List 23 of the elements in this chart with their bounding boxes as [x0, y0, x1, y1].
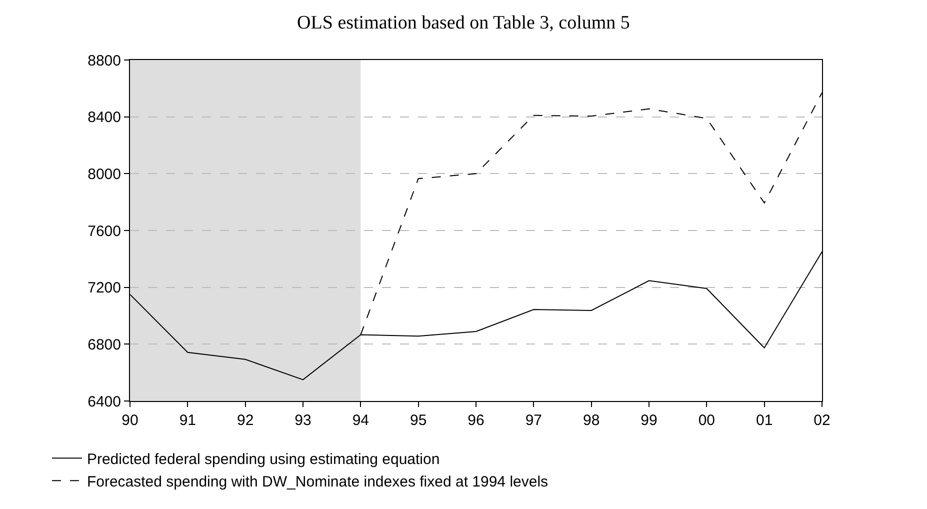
- x-tick-label: 98: [582, 412, 600, 429]
- legend-label: Predicted federal spending using estimating equation: [86, 451, 440, 468]
- y-tick-label: 8400: [88, 109, 121, 126]
- y-tick-label: 8800: [88, 52, 121, 70]
- x-tick-label: 99: [640, 412, 658, 429]
- y-tick-label: 7600: [88, 222, 121, 240]
- x-tick-label: 94: [352, 412, 370, 429]
- chart-title: OLS estimation based on Table 3, column 5: [297, 12, 630, 34]
- y-tick-label: 7200: [88, 280, 121, 297]
- x-tick-label: 91: [179, 412, 196, 429]
- x-tick-label: 00: [698, 412, 716, 429]
- legend-label: Forecasted spending with DW_Nominate indexes fixed at 1994 levels: [86, 474, 548, 491]
- y-tick-label: 8000: [88, 166, 121, 183]
- y-tick-label: 6400: [88, 393, 121, 410]
- x-tick-label: 92: [236, 412, 254, 429]
- x-tick-label: 01: [756, 412, 773, 429]
- x-tick-label: 90: [122, 412, 138, 429]
- x-tick-label: 97: [525, 412, 542, 429]
- y-tick-label: 6800: [88, 336, 121, 354]
- x-tick-label: 93: [294, 412, 312, 429]
- x-tick-label: 02: [814, 412, 830, 429]
- x-tick-label: 96: [468, 412, 484, 429]
- x-tick-label: 95: [410, 412, 427, 429]
